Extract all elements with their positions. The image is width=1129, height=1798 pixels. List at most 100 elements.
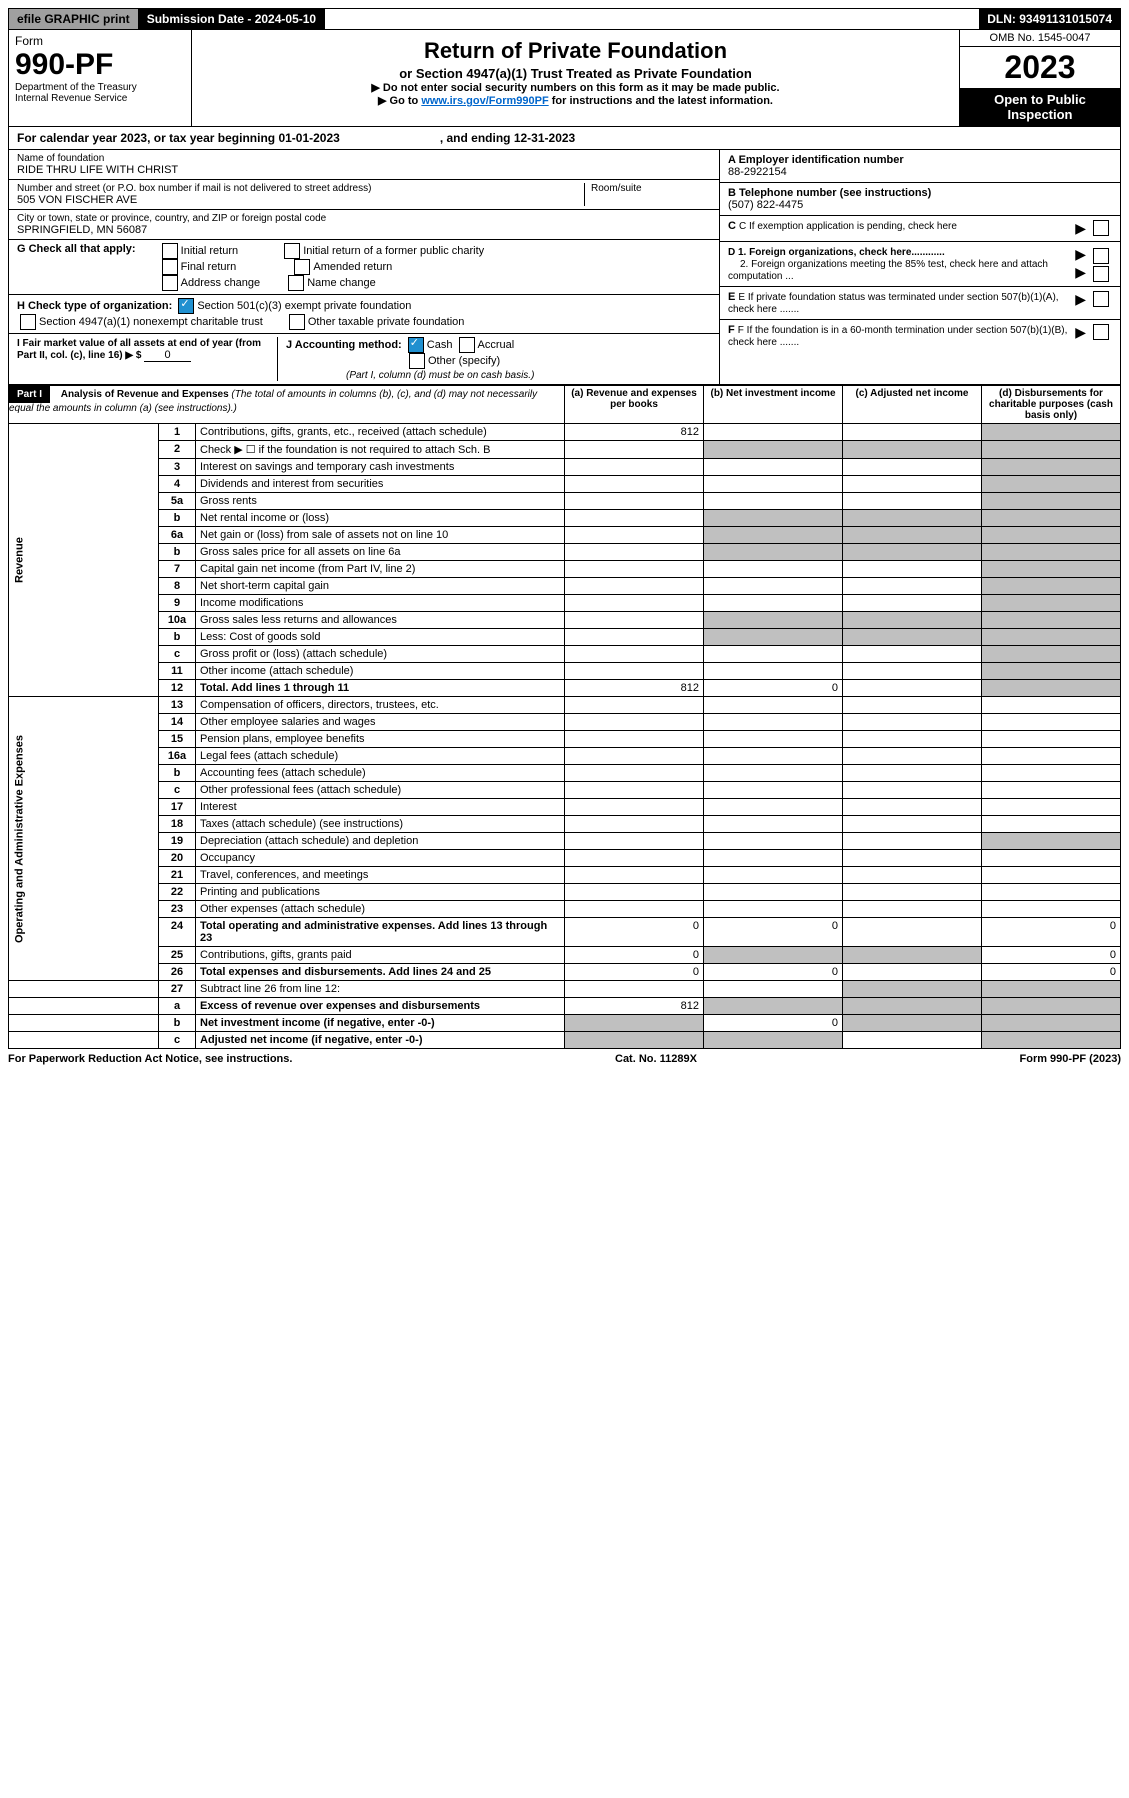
table-row: aExcess of revenue over expenses and dis… bbox=[9, 998, 1121, 1015]
checkbox-amended[interactable] bbox=[294, 259, 310, 275]
table-row: bGross sales price for all assets on lin… bbox=[9, 544, 1121, 561]
checkbox-name-change[interactable] bbox=[288, 275, 304, 291]
table-row: 18Taxes (attach schedule) (see instructi… bbox=[9, 816, 1121, 833]
table-row: 24Total operating and administrative exp… bbox=[9, 918, 1121, 947]
table-row: 27Subtract line 26 from line 12: bbox=[9, 981, 1121, 998]
omb-number: OMB No. 1545-0047 bbox=[960, 30, 1120, 47]
section-i-j: I Fair market value of all assets at end… bbox=[9, 334, 719, 384]
submission-date: Submission Date - 2024-05-10 bbox=[139, 9, 325, 29]
section-g: G Check all that apply: Initial return I… bbox=[9, 240, 719, 295]
footer-right: Form 990-PF (2023) bbox=[1020, 1053, 1121, 1065]
checkbox-f[interactable] bbox=[1093, 324, 1109, 340]
phone-value: (507) 822-4475 bbox=[728, 199, 803, 211]
table-row: 21Travel, conferences, and meetings bbox=[9, 867, 1121, 884]
table-row: 15Pension plans, employee benefits bbox=[9, 731, 1121, 748]
table-row: 9Income modifications bbox=[9, 595, 1121, 612]
section-c: C C If exemption application is pending,… bbox=[720, 216, 1120, 242]
table-row: 11Other income (attach schedule) bbox=[9, 663, 1121, 680]
title-center: Return of Private Foundation or Section … bbox=[192, 30, 959, 126]
calendar-year-row: For calendar year 2023, or tax year begi… bbox=[8, 127, 1121, 150]
open-inspection: Open to Public Inspection bbox=[960, 88, 1120, 126]
title-left: Form 990-PF Department of the Treasury I… bbox=[9, 30, 192, 126]
part1-header: Part I bbox=[9, 386, 50, 403]
footer-mid: Cat. No. 11289X bbox=[615, 1053, 697, 1065]
form-subtitle-2: ▶ Do not enter social security numbers o… bbox=[198, 81, 953, 94]
city-row: City or town, state or province, country… bbox=[9, 210, 719, 240]
table-row: bAccounting fees (attach schedule) bbox=[9, 765, 1121, 782]
phone-row: B Telephone number (see instructions)(50… bbox=[720, 183, 1120, 216]
checkbox-address-change[interactable] bbox=[162, 275, 178, 291]
checkbox-other-taxable[interactable] bbox=[289, 314, 305, 330]
section-e: E E If private foundation status was ter… bbox=[720, 287, 1120, 320]
fmv-value: 0 bbox=[144, 349, 190, 362]
header-bar: efile GRAPHIC print Submission Date - 20… bbox=[8, 8, 1121, 30]
efile-label: efile GRAPHIC print bbox=[9, 9, 139, 29]
checkbox-initial-former[interactable] bbox=[284, 243, 300, 259]
checkbox-d1[interactable] bbox=[1093, 248, 1109, 264]
table-row: 22Printing and publications bbox=[9, 884, 1121, 901]
checkbox-other-method[interactable] bbox=[409, 353, 425, 369]
table-row: 25Contributions, gifts, grants paid 0 0 bbox=[9, 947, 1121, 964]
dept-label-2: Internal Revenue Service bbox=[15, 93, 185, 104]
checkbox-e[interactable] bbox=[1093, 291, 1109, 307]
address-row: Number and street (or P.O. box number if… bbox=[9, 180, 719, 210]
checkbox-final-return[interactable] bbox=[162, 259, 178, 275]
part1-table: Part I Analysis of Revenue and Expenses … bbox=[8, 385, 1121, 1049]
dln-label: DLN: 93491131015074 bbox=[979, 9, 1120, 29]
table-row: 23Other expenses (attach schedule) bbox=[9, 901, 1121, 918]
info-left: Name of foundation RIDE THRU LIFE WITH C… bbox=[9, 150, 719, 384]
form-number: 990-PF bbox=[15, 48, 185, 82]
col-a-header: (a) Revenue and expenses per books bbox=[565, 386, 704, 424]
checkbox-501c3[interactable] bbox=[178, 298, 194, 314]
table-row: bNet investment income (if negative, ent… bbox=[9, 1015, 1121, 1032]
ein-row: A Employer identification number88-29221… bbox=[720, 150, 1120, 183]
address: 505 VON FISCHER AVE bbox=[17, 194, 584, 206]
checkbox-4947a1[interactable] bbox=[20, 314, 36, 330]
form-label: Form bbox=[15, 34, 185, 48]
checkbox-cash[interactable] bbox=[408, 337, 424, 353]
table-row: cGross profit or (loss) (attach schedule… bbox=[9, 646, 1121, 663]
page-footer: For Paperwork Reduction Act Notice, see … bbox=[8, 1049, 1121, 1069]
checkbox-accrual[interactable] bbox=[459, 337, 475, 353]
table-row: 5aGross rents bbox=[9, 493, 1121, 510]
col-c-header: (c) Adjusted net income bbox=[843, 386, 982, 424]
form-title: Return of Private Foundation bbox=[198, 38, 953, 64]
table-row: 12Total. Add lines 1 through 11 8120 bbox=[9, 680, 1121, 697]
info-right: A Employer identification number88-29221… bbox=[719, 150, 1120, 384]
table-row: bLess: Cost of goods sold bbox=[9, 629, 1121, 646]
foundation-name: RIDE THRU LIFE WITH CHRIST bbox=[17, 164, 711, 176]
title-right: OMB No. 1545-0047 2023 Open to Public In… bbox=[959, 30, 1120, 126]
table-row: 16aLegal fees (attach schedule) bbox=[9, 748, 1121, 765]
dept-label-1: Department of the Treasury bbox=[15, 82, 185, 93]
info-block: Name of foundation RIDE THRU LIFE WITH C… bbox=[8, 150, 1121, 385]
checkbox-d2[interactable] bbox=[1093, 266, 1109, 282]
instructions-link[interactable]: www.irs.gov/Form990PF bbox=[421, 95, 548, 107]
table-row: 4Dividends and interest from securities bbox=[9, 476, 1121, 493]
col-b-header: (b) Net investment income bbox=[704, 386, 843, 424]
table-row: 17Interest bbox=[9, 799, 1121, 816]
table-row: 14Other employee salaries and wages bbox=[9, 714, 1121, 731]
form-subtitle-3: ▶ Go to www.irs.gov/Form990PF for instru… bbox=[198, 94, 953, 107]
footer-left: For Paperwork Reduction Act Notice, see … bbox=[8, 1053, 292, 1065]
table-row: 7Capital gain net income (from Part IV, … bbox=[9, 561, 1121, 578]
room-label: Room/suite bbox=[591, 183, 711, 194]
section-d: D 1. Foreign organizations, check here..… bbox=[720, 242, 1120, 287]
checkbox-initial-return[interactable] bbox=[162, 243, 178, 259]
city-state-zip: SPRINGFIELD, MN 56087 bbox=[17, 224, 711, 236]
cal-year-begin: For calendar year 2023, or tax year begi… bbox=[17, 131, 340, 145]
section-h: H Check type of organization: Section 50… bbox=[9, 295, 719, 334]
table-row: 26Total expenses and disbursements. Add … bbox=[9, 964, 1121, 981]
table-row: 10aGross sales less returns and allowanc… bbox=[9, 612, 1121, 629]
table-row: cOther professional fees (attach schedul… bbox=[9, 782, 1121, 799]
cal-year-end: , and ending 12-31-2023 bbox=[440, 131, 575, 145]
foundation-name-row: Name of foundation RIDE THRU LIFE WITH C… bbox=[9, 150, 719, 180]
tax-year: 2023 bbox=[960, 47, 1120, 88]
table-row: 19Depreciation (attach schedule) and dep… bbox=[9, 833, 1121, 850]
title-row: Form 990-PF Department of the Treasury I… bbox=[8, 30, 1121, 127]
form-subtitle-1: or Section 4947(a)(1) Trust Treated as P… bbox=[198, 66, 953, 81]
table-row: 20Occupancy bbox=[9, 850, 1121, 867]
table-row: Operating and Administrative Expenses13C… bbox=[9, 697, 1121, 714]
section-f: F F If the foundation is in a 60-month t… bbox=[720, 320, 1120, 352]
checkbox-c[interactable] bbox=[1093, 220, 1109, 236]
table-row: Revenue1Contributions, gifts, grants, et… bbox=[9, 424, 1121, 441]
